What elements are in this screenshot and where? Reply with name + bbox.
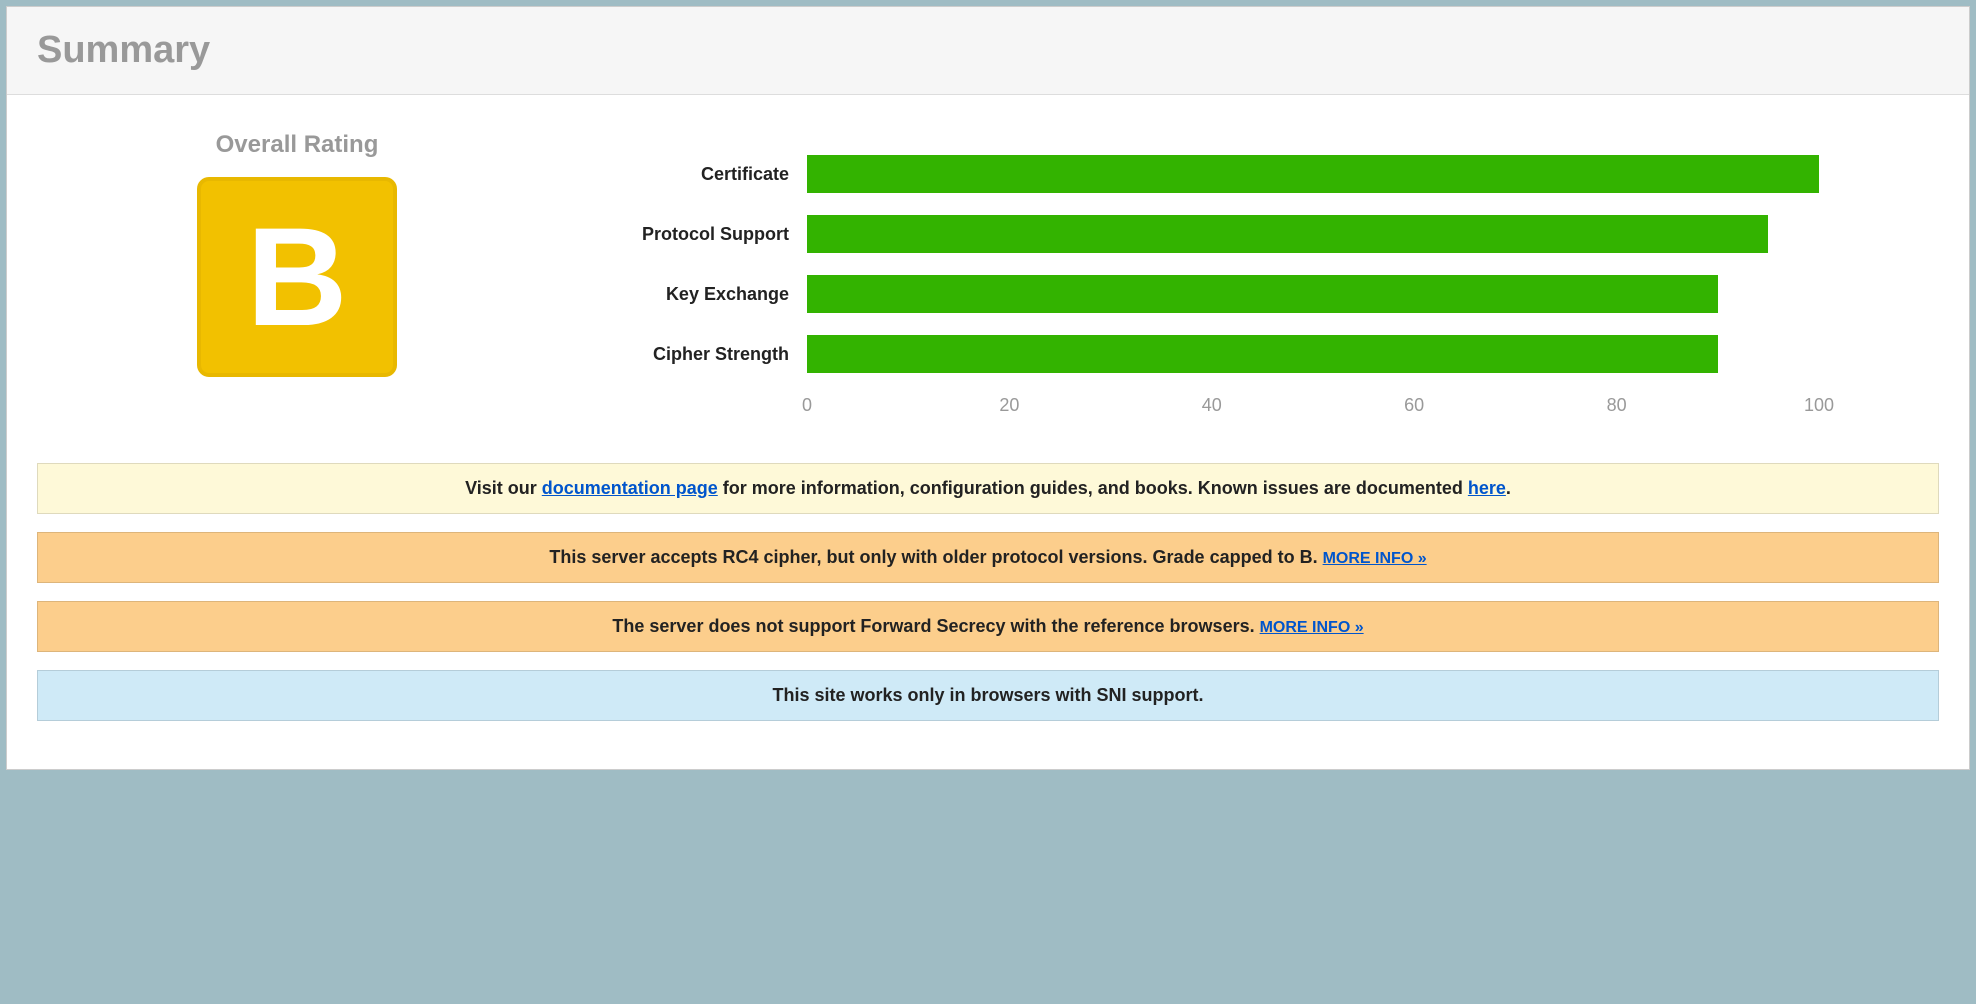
grade-letter: B: [246, 207, 347, 347]
notice-text: .: [1506, 478, 1511, 498]
score-bar-chart: Certificate Protocol Support Key Exchange C…: [597, 155, 1819, 423]
notice-link[interactable]: MORE INFO »: [1323, 550, 1427, 567]
panel-body: Overall Rating B Certificate Protocol Sup…: [7, 95, 1969, 769]
notice-box: Visit our documentation page for more in…: [37, 463, 1939, 514]
panel-title: Summary: [37, 29, 1939, 72]
chart-row: Certificate: [597, 155, 1819, 193]
chart-track: [807, 335, 1819, 373]
notice-text: This site works only in browsers with SN…: [772, 685, 1203, 705]
chart-row-label: Key Exchange: [597, 284, 807, 305]
chart-axis-tick: 100: [1804, 395, 1834, 416]
chart-bar: [807, 155, 1819, 193]
notice-box: The server does not support Forward Secr…: [37, 601, 1939, 652]
chart-axis-tick: 60: [1404, 395, 1424, 416]
grade-badge: B: [197, 177, 397, 377]
notice-box: This server accepts RC4 cipher, but only…: [37, 532, 1939, 583]
notice-text: Visit our: [465, 478, 542, 498]
chart-axis-tick: 40: [1202, 395, 1222, 416]
rating-label: Overall Rating: [37, 131, 557, 159]
top-area: Overall Rating B Certificate Protocol Sup…: [37, 125, 1939, 423]
chart-row: Protocol Support: [597, 215, 1819, 253]
chart-row: Key Exchange: [597, 275, 1819, 313]
notice-link[interactable]: here: [1468, 478, 1506, 498]
panel-header: Summary: [7, 7, 1969, 95]
chart-row: Cipher Strength: [597, 335, 1819, 373]
chart-track: [807, 215, 1819, 253]
chart-track: [807, 155, 1819, 193]
notice-text: This server accepts RC4 cipher, but only…: [549, 547, 1322, 567]
rating-column: Overall Rating B: [37, 125, 557, 377]
chart-bar: [807, 275, 1718, 313]
chart-axis: 020406080100: [807, 395, 1819, 423]
notices-list: Visit our documentation page for more in…: [37, 463, 1939, 721]
chart-row-label: Cipher Strength: [597, 344, 807, 365]
chart-axis-tick: 0: [802, 395, 812, 416]
chart-bar: [807, 335, 1718, 373]
chart-column: Certificate Protocol Support Key Exchange C…: [597, 125, 1939, 423]
chart-axis-tick: 20: [999, 395, 1019, 416]
chart-track: [807, 275, 1819, 313]
chart-axis-tick: 80: [1607, 395, 1627, 416]
summary-panel: Summary Overall Rating B Certificate Prot…: [6, 6, 1970, 770]
notice-text: for more information, configuration guid…: [718, 478, 1468, 498]
notice-text: The server does not support Forward Secr…: [612, 616, 1259, 636]
chart-row-label: Certificate: [597, 164, 807, 185]
chart-bar: [807, 215, 1768, 253]
notice-box: This site works only in browsers with SN…: [37, 670, 1939, 721]
notice-link[interactable]: MORE INFO »: [1260, 619, 1364, 636]
chart-row-label: Protocol Support: [597, 224, 807, 245]
notice-link[interactable]: documentation page: [542, 478, 718, 498]
outer-frame: Summary Overall Rating B Certificate Prot…: [0, 0, 1976, 776]
